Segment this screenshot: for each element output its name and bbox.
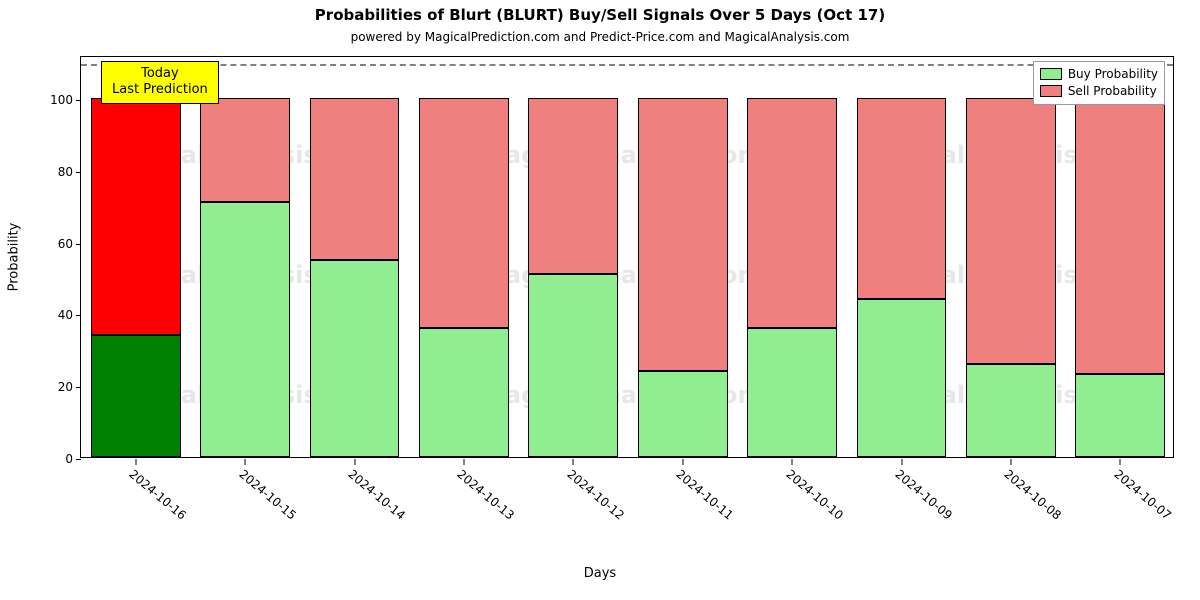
x-tick: 2024-10-10 <box>792 459 793 463</box>
y-tick-label: 20 <box>58 380 73 394</box>
today-annotation: TodayLast Prediction <box>101 61 219 104</box>
x-tick-mark <box>135 459 136 465</box>
chart-container: Probabilities of Blurt (BLURT) Buy/Sell … <box>0 0 1200 600</box>
legend-label: Buy Probability <box>1068 66 1158 83</box>
x-tick-mark <box>682 459 683 465</box>
legend-label: Sell Probability <box>1068 83 1157 100</box>
y-tick-label: 100 <box>50 93 73 107</box>
today-line-1: Today <box>112 66 208 82</box>
x-tick: 2024-10-07 <box>1120 459 1121 463</box>
x-tick-label: 2024-10-12 <box>564 467 626 523</box>
y-tick-mark <box>76 315 81 316</box>
legend-item: Sell Probability <box>1040 83 1158 100</box>
y-tick-label: 80 <box>58 165 73 179</box>
x-tick-mark <box>354 459 355 465</box>
sell-bar <box>747 98 837 328</box>
legend-item: Buy Probability <box>1040 66 1158 83</box>
sell-bar <box>1075 98 1165 374</box>
y-tick-mark <box>76 244 81 245</box>
x-tick-label: 2024-10-09 <box>893 467 955 523</box>
y-axis-label: Probability <box>7 223 22 292</box>
x-tick-mark <box>1120 459 1121 465</box>
x-tick-label: 2024-10-11 <box>674 467 736 523</box>
x-tick-label: 2024-10-16 <box>127 467 189 523</box>
sell-bar <box>419 98 509 328</box>
x-tick: 2024-10-09 <box>901 459 902 463</box>
legend-swatch <box>1040 68 1062 80</box>
x-tick-mark <box>1010 459 1011 465</box>
y-tick-mark <box>76 387 81 388</box>
bar-slot <box>419 55 509 457</box>
buy-bar <box>1075 374 1165 457</box>
bar-slot <box>528 55 618 457</box>
buy-bar <box>638 371 728 457</box>
x-tick-mark <box>463 459 464 465</box>
bar-slot <box>966 55 1056 457</box>
x-axis-label: Days <box>0 566 1200 581</box>
bar-slot <box>1075 55 1165 457</box>
bar-slot <box>91 55 181 457</box>
bar-slot <box>747 55 837 457</box>
x-tick-label: 2024-10-13 <box>455 467 517 523</box>
buy-bar <box>310 260 400 457</box>
x-tick: 2024-10-13 <box>463 459 464 463</box>
x-tick-mark <box>573 459 574 465</box>
plot-area: MagicalAnalysis.comMagicalAnalysis.comMa… <box>80 56 1174 458</box>
x-tick-label: 2024-10-10 <box>783 467 845 523</box>
sell-bar <box>200 98 290 202</box>
sell-bar <box>857 98 947 299</box>
sell-bar <box>310 98 400 260</box>
chart-subtitle: powered by MagicalPrediction.com and Pre… <box>0 30 1200 44</box>
x-tick: 2024-10-16 <box>135 459 136 463</box>
x-tick-mark <box>792 459 793 465</box>
buy-bar <box>91 335 181 457</box>
x-tick-label: 2024-10-07 <box>1111 467 1173 523</box>
x-tick-label: 2024-10-08 <box>1002 467 1064 523</box>
x-tick: 2024-10-08 <box>1010 459 1011 463</box>
sell-bar <box>638 98 728 371</box>
x-tick: 2024-10-12 <box>573 459 574 463</box>
bar-slot <box>310 55 400 457</box>
x-tick-label: 2024-10-14 <box>346 467 408 523</box>
legend-swatch <box>1040 85 1062 97</box>
bar-slot <box>200 55 290 457</box>
y-tick-mark <box>76 172 81 173</box>
chart-title: Probabilities of Blurt (BLURT) Buy/Sell … <box>0 6 1200 24</box>
today-line-2: Last Prediction <box>112 82 208 98</box>
bar-slot <box>638 55 728 457</box>
buy-bar <box>528 274 618 457</box>
x-tick: 2024-10-14 <box>354 459 355 463</box>
sell-bar <box>966 98 1056 364</box>
buy-bar <box>200 202 290 457</box>
y-tick-label: 60 <box>58 237 73 251</box>
buy-bar <box>857 299 947 457</box>
y-tick-mark <box>76 459 81 460</box>
sell-bar <box>91 98 181 335</box>
legend: Buy ProbabilitySell Probability <box>1033 61 1165 105</box>
y-tick-mark <box>76 100 81 101</box>
buy-bar <box>747 328 837 457</box>
y-tick-label: 40 <box>58 308 73 322</box>
x-tick-mark <box>245 459 246 465</box>
x-tick-label: 2024-10-15 <box>236 467 298 523</box>
buy-bar <box>966 364 1056 457</box>
y-tick-label: 0 <box>65 452 73 466</box>
bar-slot <box>857 55 947 457</box>
buy-bar <box>419 328 509 457</box>
x-tick: 2024-10-11 <box>682 459 683 463</box>
x-tick-mark <box>901 459 902 465</box>
x-tick: 2024-10-15 <box>245 459 246 463</box>
sell-bar <box>528 98 618 274</box>
